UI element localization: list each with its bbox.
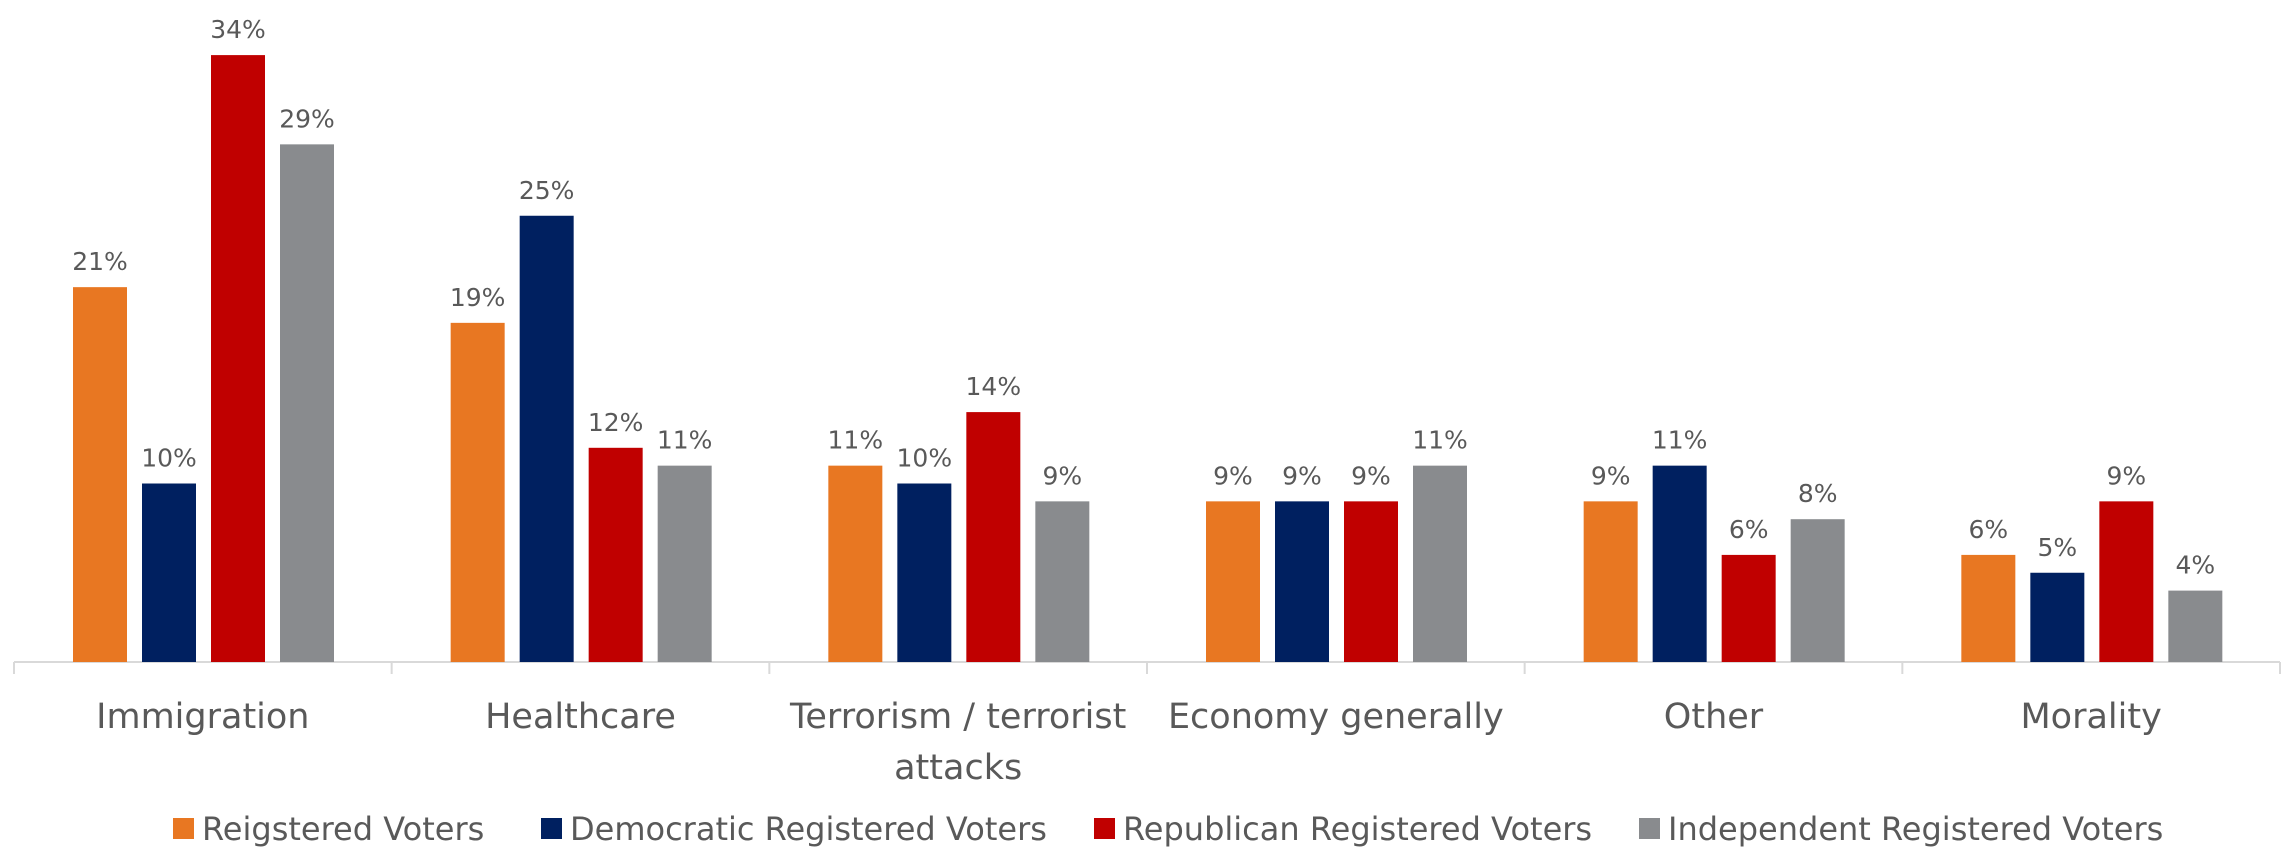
data-label: 4% bbox=[2175, 551, 2215, 580]
bar bbox=[1583, 501, 1638, 662]
legend-label: Republican Registered Voters bbox=[1123, 810, 1592, 848]
bar bbox=[657, 465, 712, 662]
x-axis-ticks bbox=[13, 662, 2281, 674]
category-label: Other bbox=[1664, 697, 1764, 737]
bar bbox=[966, 412, 1021, 662]
bar bbox=[1413, 465, 1467, 662]
bar bbox=[142, 483, 196, 662]
data-label: 12% bbox=[588, 408, 644, 437]
bar bbox=[211, 55, 265, 663]
bar bbox=[588, 447, 643, 662]
legend-swatch bbox=[1639, 818, 1660, 839]
bar bbox=[1206, 501, 1260, 662]
bar bbox=[1652, 465, 1707, 662]
data-label: 9% bbox=[1213, 461, 1253, 490]
category-label: Immigration bbox=[96, 697, 309, 737]
bar bbox=[1344, 501, 1398, 662]
legend: Reigstered Voters Democratic Registered V… bbox=[173, 810, 2163, 848]
legend-swatch bbox=[1094, 818, 1115, 839]
data-label: 11% bbox=[1652, 426, 1708, 455]
data-label: 9% bbox=[1351, 461, 1391, 490]
data-label: 14% bbox=[966, 372, 1022, 401]
legend-label: Independent Registered Voters bbox=[1668, 810, 2163, 848]
category-labels-group: Immigration Healthcare Terrorism / terrori… bbox=[96, 697, 2162, 788]
bar bbox=[1961, 554, 2016, 662]
bar bbox=[450, 322, 505, 662]
data-label: 25% bbox=[519, 176, 575, 205]
legend-swatch bbox=[541, 818, 562, 839]
data-label: 8% bbox=[1798, 479, 1838, 508]
data-label: 34% bbox=[210, 15, 266, 44]
legend-label: Reigstered Voters bbox=[202, 810, 484, 848]
bar bbox=[73, 287, 127, 662]
data-label: 11% bbox=[1412, 426, 1468, 455]
data-labels-group: 21% 10% 34% 29% 19% 25% 12% 11% 11% 10% 14% 9% 9% 9% 9… bbox=[72, 15, 2215, 580]
bar bbox=[519, 215, 574, 662]
category-label: Economy generally bbox=[1168, 697, 1504, 737]
data-label: 6% bbox=[1968, 515, 2008, 544]
data-label: 9% bbox=[1282, 461, 1322, 490]
data-label: 9% bbox=[1591, 461, 1631, 490]
bars-group bbox=[73, 55, 2223, 663]
bar bbox=[280, 144, 334, 663]
bar bbox=[828, 465, 883, 662]
data-label: 29% bbox=[279, 104, 335, 133]
bar bbox=[2168, 590, 2223, 662]
data-label: 11% bbox=[657, 426, 713, 455]
data-label: 11% bbox=[828, 426, 884, 455]
category-label: Morality bbox=[2020, 697, 2161, 737]
legend-swatch bbox=[173, 818, 194, 839]
bar bbox=[1275, 501, 1329, 662]
bar bbox=[1790, 519, 1845, 662]
bar bbox=[897, 483, 952, 662]
bar bbox=[1721, 554, 1776, 662]
data-label: 10% bbox=[897, 444, 953, 473]
data-label: 10% bbox=[141, 444, 197, 473]
data-label: 5% bbox=[2037, 533, 2077, 562]
bar bbox=[1035, 501, 1090, 662]
data-label: 21% bbox=[72, 247, 128, 276]
data-label: 9% bbox=[2106, 461, 2146, 490]
legend-label: Democratic Registered Voters bbox=[570, 810, 1047, 848]
bar bbox=[2099, 501, 2154, 662]
data-label: 6% bbox=[1729, 515, 1769, 544]
category-label: Healthcare bbox=[485, 697, 676, 737]
data-label: 19% bbox=[450, 283, 506, 312]
category-label: Terrorism / terrorist attacks bbox=[789, 697, 1126, 788]
bar bbox=[2030, 572, 2085, 662]
data-label: 9% bbox=[1042, 461, 1082, 490]
